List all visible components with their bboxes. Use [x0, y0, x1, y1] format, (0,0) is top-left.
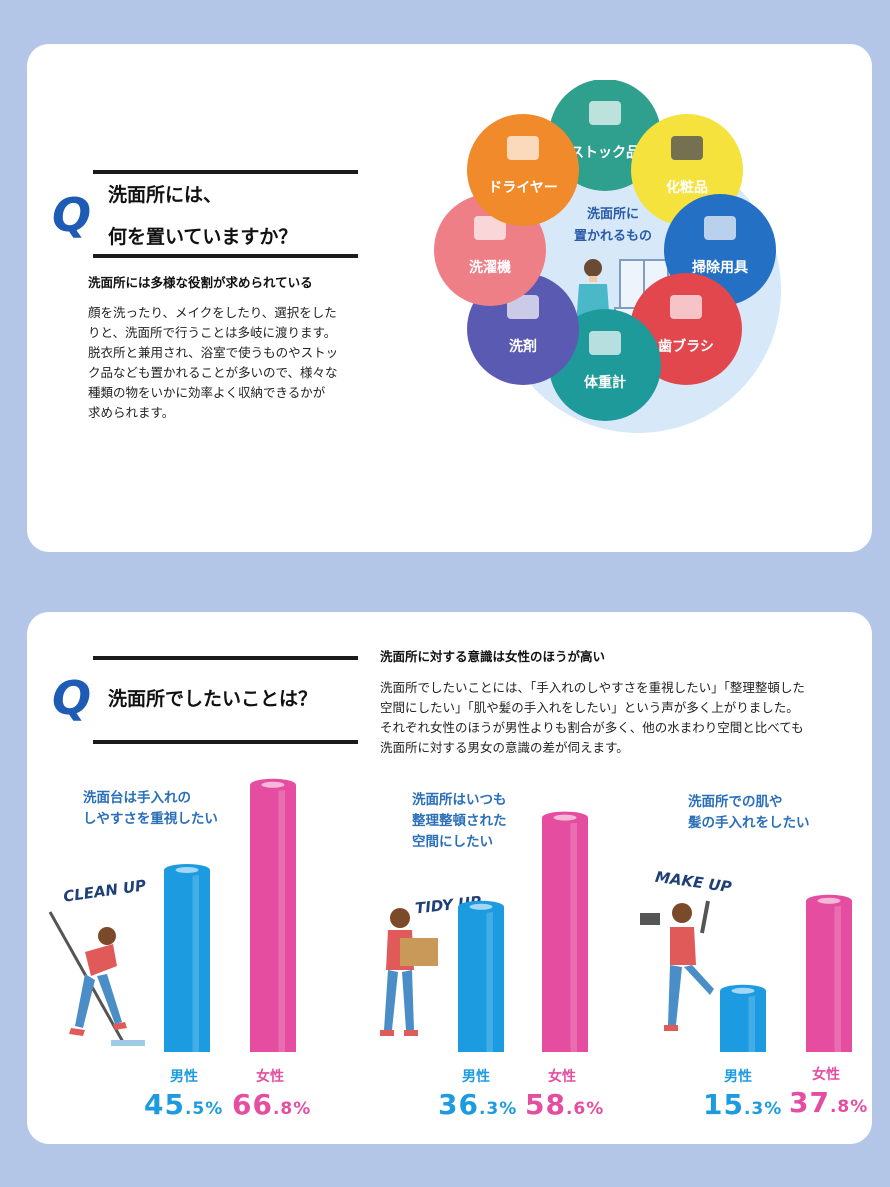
center-label-line2: 置かれるもの — [574, 229, 652, 244]
value-dec: .5% — [184, 1099, 224, 1119]
q1-body-line: ク品なども置かれることが多いので、様々な — [88, 365, 338, 380]
q1-mark: Q — [52, 188, 92, 242]
toothbrush-icon — [670, 295, 702, 319]
q1-rule-bottom — [93, 254, 358, 258]
q1-rule-top — [93, 170, 358, 174]
cleaning-woman-illustration — [48, 911, 145, 1046]
q2-body: 洗面所でしたいことには、「手入れのしやすさを重視したい」「整理整頓した 空間にし… — [380, 678, 860, 758]
value-int: 36 — [438, 1088, 479, 1121]
q1-body-line: 脱衣所と兼用され、浴室で使うものやストッ — [88, 345, 339, 360]
category-caption-2: 洗面所はいつも 整理整頓された 空間にしたい — [412, 790, 507, 853]
q1-body-line: 求められます。 — [88, 405, 175, 420]
item-label: ドライヤー — [488, 180, 558, 196]
washer-icon — [474, 216, 506, 240]
value-label-male-1: 45.5% — [144, 1088, 223, 1121]
stack-icon — [589, 101, 621, 125]
category-caption-line: しやすさを重視したい — [83, 811, 218, 827]
q1-body-line: りと、洗面所で行うことは多岐に渡ります。 — [88, 325, 337, 340]
item-label: 化粧品 — [666, 179, 708, 196]
q2-body-line: 空間にしたい」「肌や髪の手入れをしたい」という声が多く上がりました。 — [380, 700, 799, 715]
category-caption-3: 洗面所での肌や 髪の手入れをしたい — [688, 792, 810, 834]
cosmetics-icon — [671, 136, 703, 160]
item-label: 洗濯機 — [469, 259, 511, 276]
value-int: 66 — [232, 1088, 273, 1121]
value-dec: .8% — [272, 1099, 312, 1119]
q1-subtitle: 洗面所には多様な役割が求められている — [88, 275, 313, 290]
item-label: 洗剤 — [509, 338, 537, 355]
category-caption-1: 洗面台は手入れの しやすさを重視したい — [83, 788, 218, 830]
value-label-male-3: 15.3% — [703, 1088, 782, 1121]
value-dec: .3% — [478, 1099, 518, 1119]
q2-subtitle: 洗面所に対する意識は女性のほうが高い — [380, 649, 606, 664]
category-caption-line: 空間にしたい — [412, 834, 493, 850]
value-int: 58 — [525, 1088, 566, 1121]
gender-label-female-3: 女性 — [812, 1067, 840, 1083]
value-label-female-2: 58.6% — [525, 1088, 604, 1121]
q2-body-line: 洗面所に対する男女の意識の差が伺えます。 — [380, 740, 629, 755]
q1-body-line: 種類の物をいかに効率よく収納できるかが — [88, 385, 326, 400]
item-label: 歯ブラシ — [658, 338, 714, 355]
q2-mark: Q — [52, 671, 92, 725]
gender-label-male-1: 男性 — [170, 1069, 198, 1085]
scale-icon — [589, 331, 621, 355]
dryer-icon — [507, 136, 539, 160]
value-int: 15 — [703, 1088, 744, 1121]
gender-label-female-2: 女性 — [548, 1069, 576, 1085]
item-label: 掃除用具 — [692, 259, 748, 276]
q2-rule-top — [93, 656, 358, 660]
q1-title-line2: 何を置いていますか？ — [108, 226, 298, 248]
q2-body-line: 洗面所でしたいことには、「手入れのしやすさを重視したい」「整理整頓した — [380, 680, 805, 695]
spray-icon — [507, 295, 539, 319]
gender-label-male-2: 男性 — [462, 1069, 490, 1085]
value-dec: .8% — [829, 1097, 869, 1117]
value-label-female-3: 37.8% — [789, 1086, 868, 1119]
value-int: 37 — [789, 1086, 830, 1119]
value-label-male-2: 36.3% — [438, 1088, 517, 1121]
value-label-female-1: 66.8% — [232, 1088, 311, 1121]
q1-title-line1: 洗面所には、 — [108, 184, 223, 206]
item-dryer: ドライヤー — [467, 114, 579, 226]
category-caption-line: 洗面所はいつも — [412, 792, 507, 808]
center-label-line1: 洗面所に — [587, 206, 639, 222]
value-dec: .6% — [565, 1099, 605, 1119]
makeup-woman-illustration — [640, 900, 714, 1031]
q1-body: 顔を洗ったり、メイクをしたり、選択をした りと、洗面所で行うことは多岐に渡ります… — [88, 303, 373, 423]
category-caption-line: 洗面台は手入れの — [83, 790, 191, 806]
q1-body-line: 顔を洗ったり、メイクをしたり、選択をした — [88, 305, 337, 320]
gender-label-female-1: 女性 — [256, 1069, 284, 1085]
cleaning-icon — [704, 216, 736, 240]
category-caption-line: 洗面所での肌や — [688, 794, 783, 810]
q2-body-line: それぞれ女性のほうが男性よりも割合が多く、他の水まわり空間と比べても — [380, 720, 804, 735]
item-circle — [467, 114, 579, 226]
value-int: 45 — [144, 1088, 185, 1121]
q2-title: 洗面所でしたいことは？ — [108, 688, 318, 710]
category-caption-line: 髪の手入れをしたい — [688, 815, 810, 831]
tidy-woman-illustration — [380, 908, 438, 1036]
item-label: 体重計 — [584, 374, 626, 391]
gender-label-male-3: 男性 — [724, 1069, 752, 1085]
category-caption-line: 整理整頓された — [412, 813, 507, 829]
item-label: ストック品 — [570, 145, 640, 161]
q2-rule-bottom — [93, 740, 358, 744]
value-dec: .3% — [743, 1099, 783, 1119]
